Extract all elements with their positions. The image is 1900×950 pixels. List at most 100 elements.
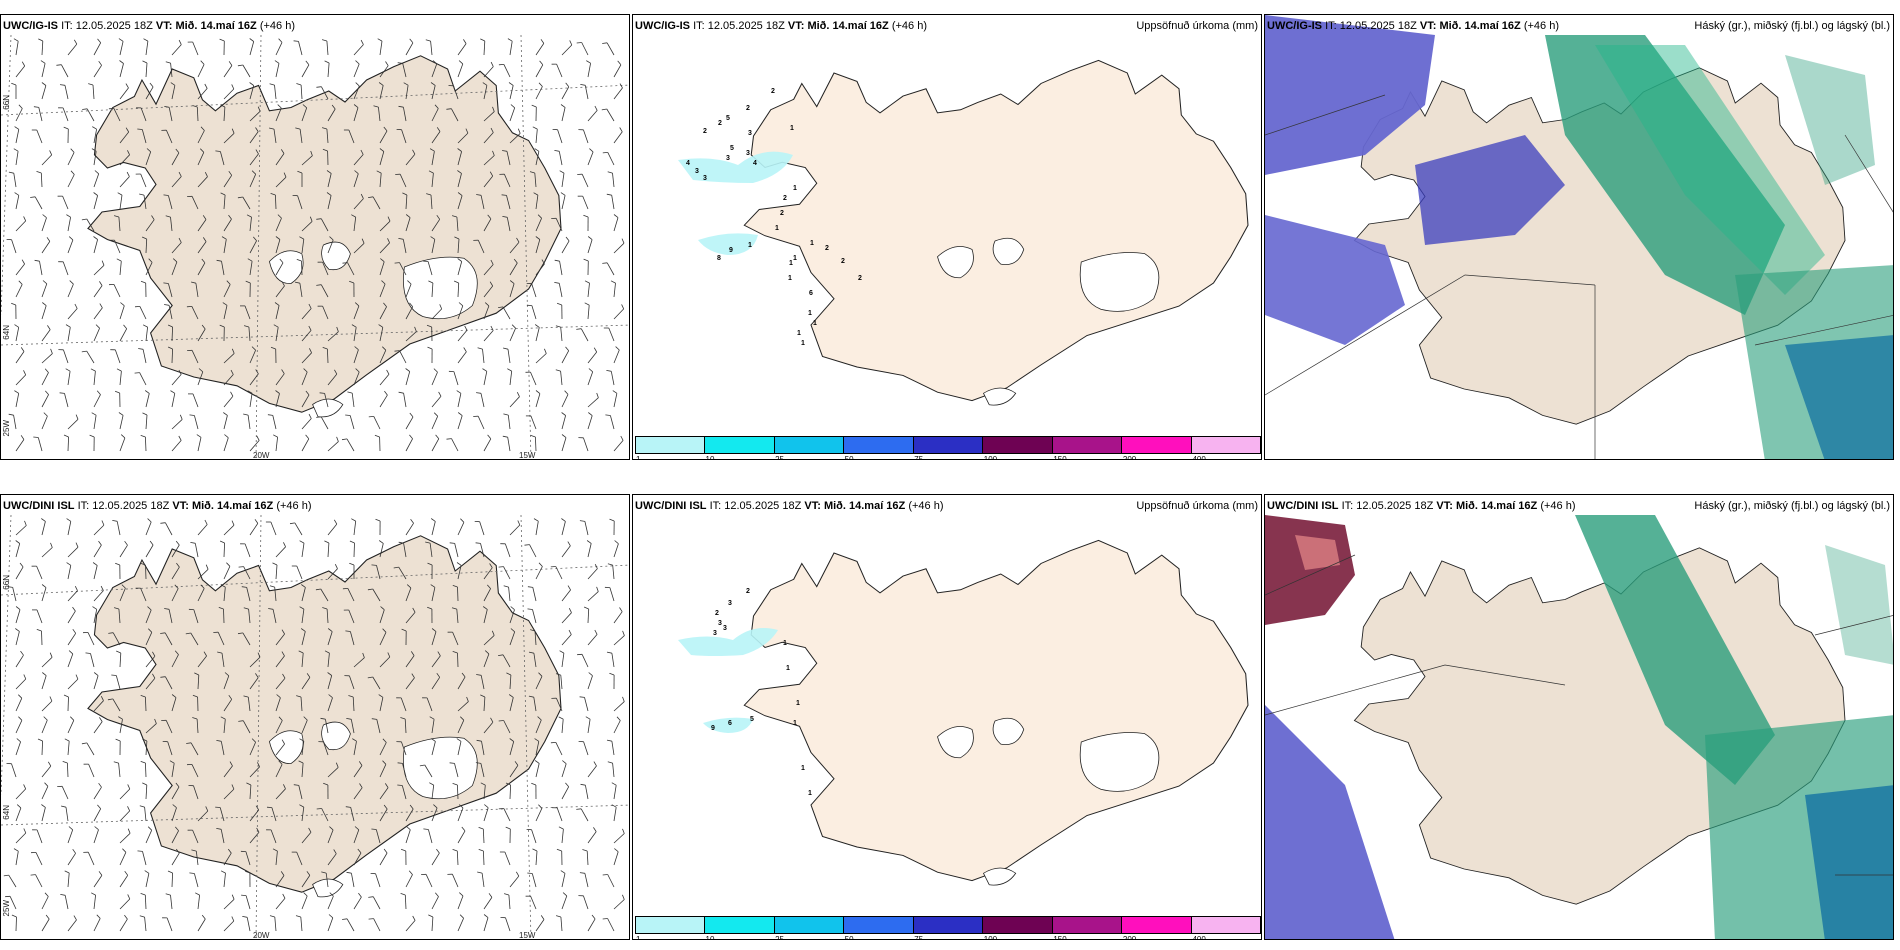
wind-barb-flag bbox=[70, 170, 75, 175]
wind-barb bbox=[67, 919, 77, 932]
wind-barb bbox=[457, 305, 464, 320]
wind-barb bbox=[301, 418, 312, 430]
wind-barb bbox=[194, 415, 199, 430]
precip-value: 5 bbox=[726, 115, 730, 122]
wind-barb bbox=[613, 393, 618, 408]
wind-barb bbox=[170, 217, 173, 232]
wind-barb-flag bbox=[66, 214, 71, 218]
wind-barb-flag bbox=[594, 105, 598, 111]
wind-barb bbox=[535, 43, 545, 56]
wind-barb-flag bbox=[498, 654, 504, 656]
wind-barb bbox=[431, 219, 441, 232]
wind-barb bbox=[15, 741, 21, 756]
wind-barb-flag bbox=[88, 83, 94, 86]
wind-barb-flag bbox=[23, 674, 27, 680]
wind-barb bbox=[587, 283, 590, 298]
wind-barb-flag bbox=[594, 629, 598, 635]
wind-barb bbox=[197, 810, 209, 822]
wind-barb bbox=[326, 128, 329, 144]
wind-barb-flag bbox=[461, 826, 466, 832]
wind-barb-flag bbox=[336, 436, 339, 442]
wind-barb bbox=[509, 328, 516, 342]
wind-barb bbox=[535, 763, 540, 778]
wind-barb bbox=[41, 700, 53, 712]
wind-barb bbox=[561, 521, 566, 536]
wind-barb-flag bbox=[534, 738, 540, 742]
wind-barb-flag bbox=[252, 236, 257, 241]
wind-barb bbox=[63, 349, 69, 364]
wind-barb-flag bbox=[488, 893, 493, 898]
wind-barb bbox=[457, 565, 462, 580]
wind-barb-flag bbox=[41, 804, 46, 808]
precip-value: 3 bbox=[726, 155, 730, 162]
wind-barb-flag bbox=[593, 827, 597, 832]
wind-barb-flag bbox=[144, 870, 150, 874]
wind-barb bbox=[93, 918, 101, 932]
wind-barb-flag bbox=[18, 104, 23, 109]
colorbar-label: 400 bbox=[1192, 455, 1206, 460]
wind-barb bbox=[608, 327, 615, 342]
wind-barb bbox=[275, 373, 285, 386]
wind-barb-flag bbox=[383, 126, 388, 132]
wind-barb-flag bbox=[378, 324, 384, 328]
wind-barb-flag bbox=[117, 192, 123, 196]
wind-barb bbox=[587, 543, 592, 558]
wind-barb bbox=[35, 874, 43, 888]
wind-barb-flag bbox=[358, 892, 362, 898]
colorbar-label: 75 bbox=[914, 935, 924, 940]
wind-barb bbox=[481, 873, 485, 888]
wind-barb-flag bbox=[18, 280, 23, 285]
wind-barb bbox=[297, 195, 303, 210]
wind-barb bbox=[379, 350, 387, 364]
wind-barb-flag bbox=[147, 606, 152, 611]
wind-barb-flag bbox=[326, 192, 332, 196]
wind-barb-flag bbox=[457, 170, 462, 174]
wind-barb bbox=[119, 261, 122, 276]
wind-barb bbox=[431, 785, 435, 800]
wind-barb bbox=[37, 437, 43, 452]
wind-barb-flag bbox=[346, 871, 352, 874]
wind-barb bbox=[145, 632, 153, 646]
wind-barb bbox=[15, 807, 22, 822]
wind-barb-flag bbox=[91, 892, 96, 896]
wind-barb bbox=[327, 917, 334, 932]
wind-barb-flag bbox=[537, 716, 542, 721]
wind-barb-flag bbox=[346, 718, 352, 720]
wind-barb bbox=[327, 653, 330, 668]
wind-barb bbox=[379, 787, 389, 800]
wind-barb-flag bbox=[256, 827, 260, 833]
wind-barb bbox=[404, 894, 407, 910]
wind-barb-flag bbox=[506, 672, 512, 676]
precip-panel-top: UWC/IG-IS IT: 12.05.2025 18Z VT: Mið. 14… bbox=[632, 14, 1262, 460]
wind-barb bbox=[197, 569, 209, 580]
wind-barb-flag bbox=[594, 564, 598, 569]
wind-barb-flag bbox=[371, 718, 377, 720]
wind-barb bbox=[197, 588, 205, 602]
wind-barb bbox=[112, 698, 121, 712]
wind-barb bbox=[223, 218, 232, 232]
wind-barb bbox=[404, 718, 407, 734]
colorbar-segment bbox=[705, 917, 775, 933]
wind-barb-flag bbox=[75, 542, 79, 548]
wind-barb-flag bbox=[73, 915, 77, 921]
wind-barb-flag bbox=[490, 259, 494, 265]
wind-barb-flag bbox=[137, 850, 143, 852]
wind-barb-flag bbox=[127, 784, 131, 790]
wind-barb bbox=[275, 327, 279, 342]
wind-barb bbox=[457, 918, 464, 932]
wind-barb-flag bbox=[170, 82, 176, 86]
wind-barb-flag bbox=[254, 519, 259, 524]
wind-barb-flag bbox=[463, 347, 467, 353]
wind-barb-flag bbox=[477, 871, 483, 874]
lat-66-label: 66N bbox=[2, 95, 11, 110]
wind-barb-flag bbox=[619, 127, 623, 133]
wind-barb-flag bbox=[101, 520, 105, 526]
wind-barb-flag bbox=[576, 42, 582, 44]
wind-barb bbox=[90, 653, 95, 668]
wind-barb-flag bbox=[94, 826, 99, 831]
wind-barb bbox=[141, 129, 147, 144]
colorbar-segment bbox=[774, 917, 845, 933]
wind-barb bbox=[299, 129, 303, 144]
wind-barb-flag bbox=[219, 324, 225, 328]
wind-barb bbox=[246, 917, 251, 932]
